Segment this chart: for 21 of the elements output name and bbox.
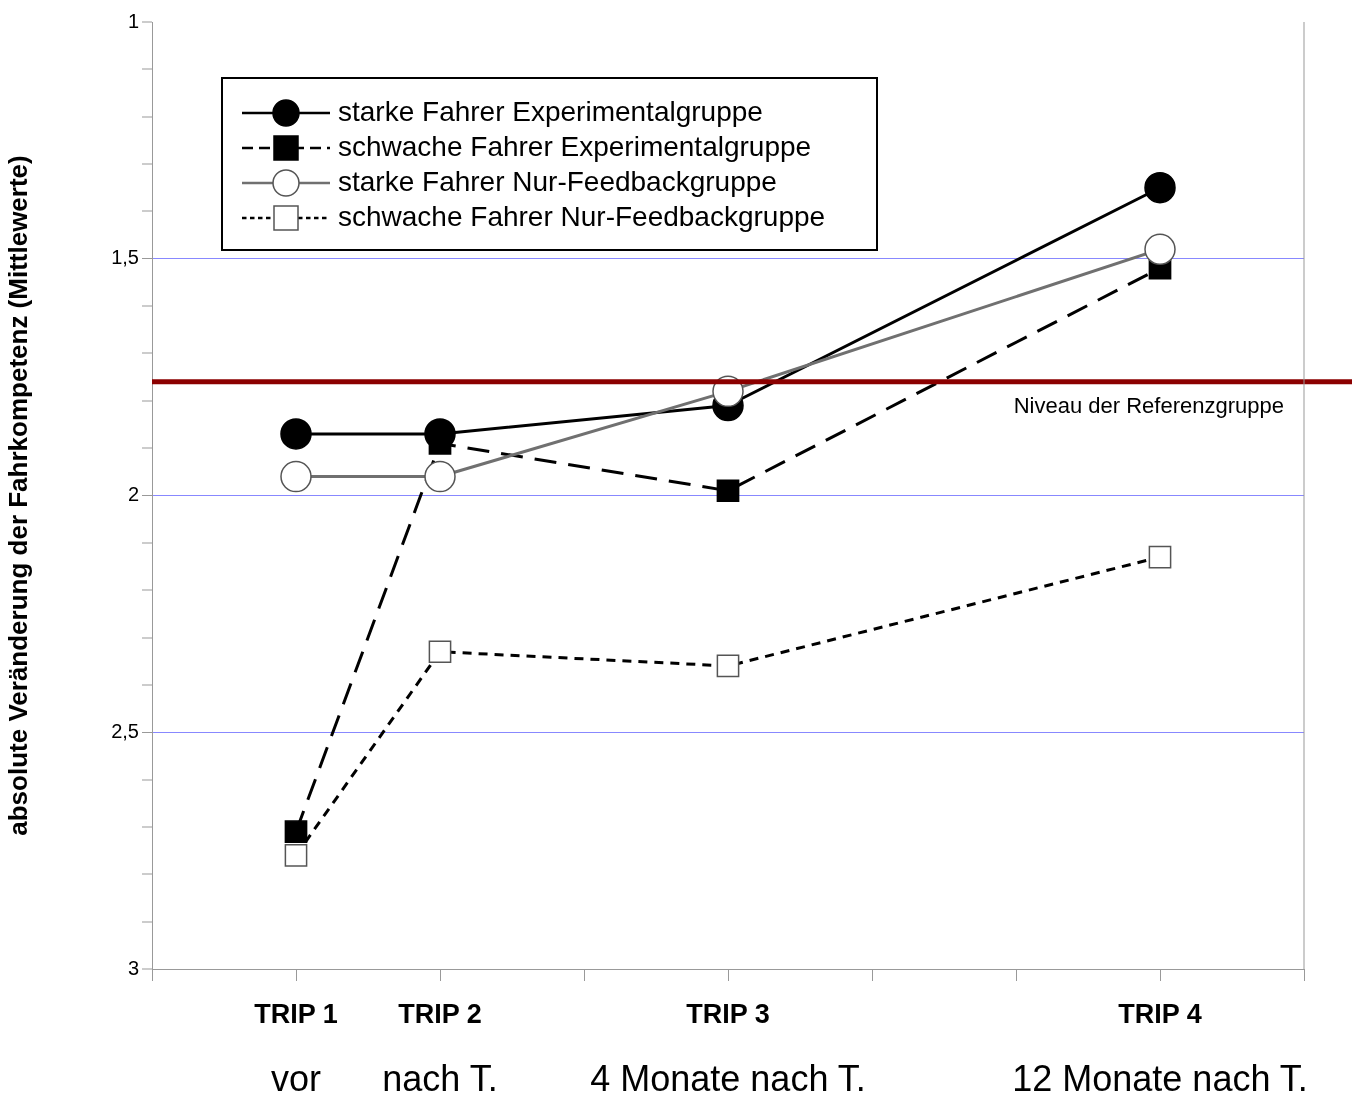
y-tick-label: 1,5 (111, 246, 139, 269)
legend-label: schwache Fahrer Experimentalgruppe (338, 130, 812, 162)
legend-label: schwache Fahrer Nur-Feedbackgruppe (338, 200, 826, 232)
y-tick-label: 2,5 (111, 719, 139, 742)
ref-line-label: Niveau der Referenzgruppe (1013, 392, 1284, 418)
x-tick-label: TRIP 2 nach T. (382, 999, 498, 1099)
point (424, 460, 456, 493)
point (280, 418, 312, 450)
point (716, 479, 740, 503)
x-tick-label: TRIP 1 vor (254, 999, 338, 1099)
point (1144, 171, 1176, 204)
point (1144, 233, 1176, 266)
legend-label: starke Fahrer Nur-Feedbackgruppe (338, 165, 777, 197)
point (284, 820, 308, 844)
y-tick-label: 3 (127, 956, 139, 979)
x-tick-label: TRIP 4 12 Monate nach T. (1012, 999, 1308, 1099)
y-tick-label: 2 (127, 483, 139, 506)
legend-label: starke Fahrer Experimentalgruppe (338, 95, 763, 127)
y-tick-label: 1 (127, 9, 139, 32)
y-axis-title: absolute Veränderung der Fahrkompetenz (Mittlewerte) (2, 155, 33, 836)
x-tick-label: TRIP 3 4 Monate nach T. (590, 999, 866, 1099)
